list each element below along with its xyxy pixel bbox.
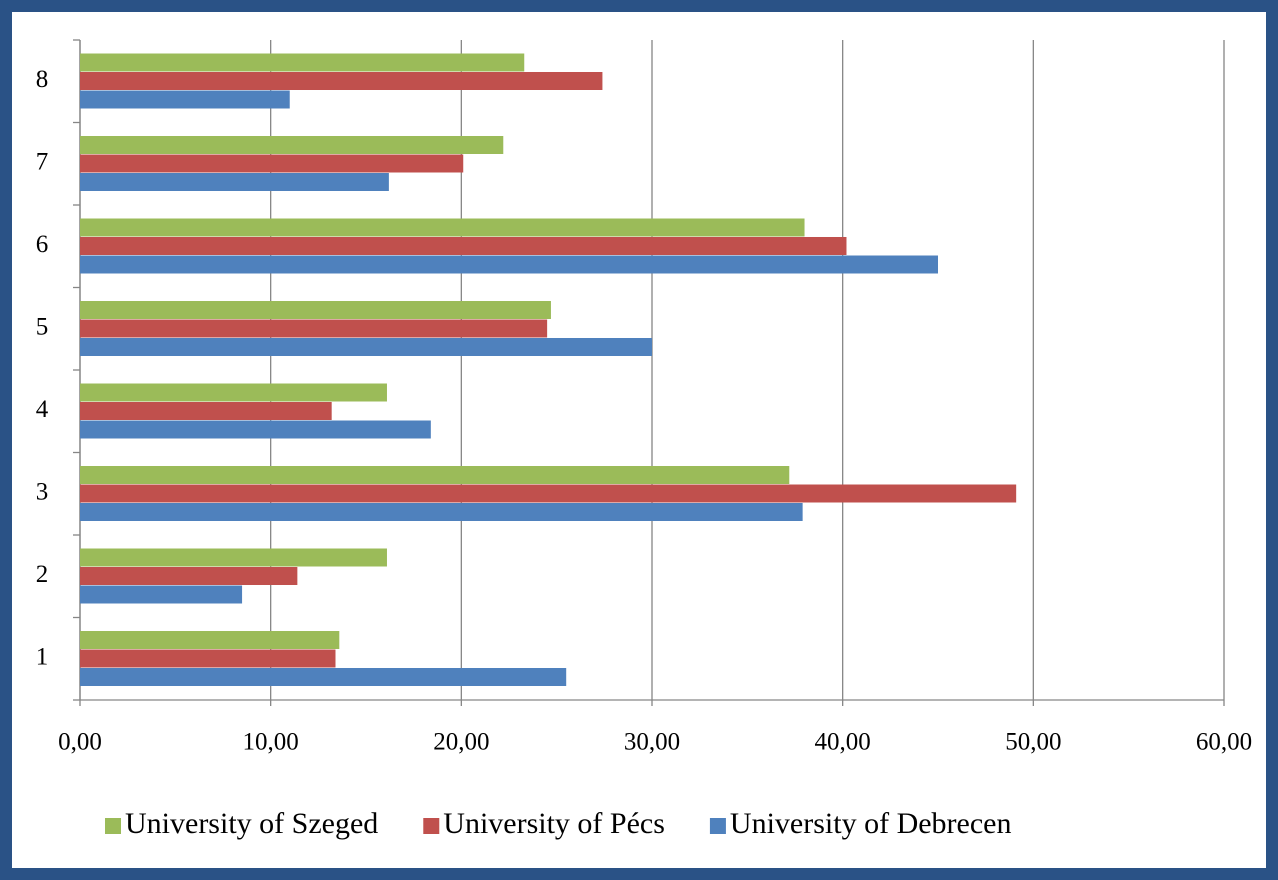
bar (80, 631, 340, 649)
y-tick-label: 8 (36, 66, 49, 93)
bar (80, 567, 298, 585)
bar (80, 136, 504, 154)
bar (80, 173, 389, 191)
bar (80, 237, 847, 255)
x-tick-label: 50,00 (1005, 729, 1061, 756)
y-tick-label: 1 (36, 643, 49, 670)
y-tick-label: 6 (36, 231, 49, 258)
bar (80, 72, 603, 90)
x-tick-label: 20,00 (433, 729, 489, 756)
x-tick-label: 40,00 (815, 729, 871, 756)
y-tick-label: 4 (36, 396, 49, 423)
bar (80, 383, 387, 402)
x-tick-label: 0,00 (58, 729, 102, 756)
bar (80, 154, 464, 173)
bar (80, 218, 805, 237)
bar (80, 90, 290, 109)
bar (80, 402, 332, 420)
bar (80, 484, 1017, 503)
bar (80, 548, 387, 567)
bar (80, 255, 938, 274)
legend-swatch (423, 818, 440, 834)
y-tick-label: 7 (36, 148, 49, 175)
bar (80, 585, 243, 604)
bar (80, 319, 548, 338)
x-tick-label: 10,00 (243, 729, 299, 756)
legend-label: University of Szeged (125, 807, 378, 840)
x-tick-label: 60,00 (1196, 729, 1252, 756)
bar (80, 466, 790, 484)
legend-label: University of Pécs (443, 807, 665, 840)
bar (80, 668, 567, 686)
bar (80, 503, 803, 521)
y-tick-label: 2 (36, 561, 49, 588)
x-tick-label: 30,00 (624, 729, 680, 756)
legend-swatch (709, 818, 726, 834)
legend-label: University of Debrecen (730, 807, 1012, 840)
bar (80, 301, 551, 319)
legend-swatch (105, 818, 121, 834)
bar (80, 420, 431, 439)
bar (80, 53, 525, 72)
y-tick-label: 5 (36, 313, 49, 340)
y-tick-label: 3 (36, 478, 49, 505)
bar (80, 338, 652, 356)
bar (80, 649, 336, 668)
